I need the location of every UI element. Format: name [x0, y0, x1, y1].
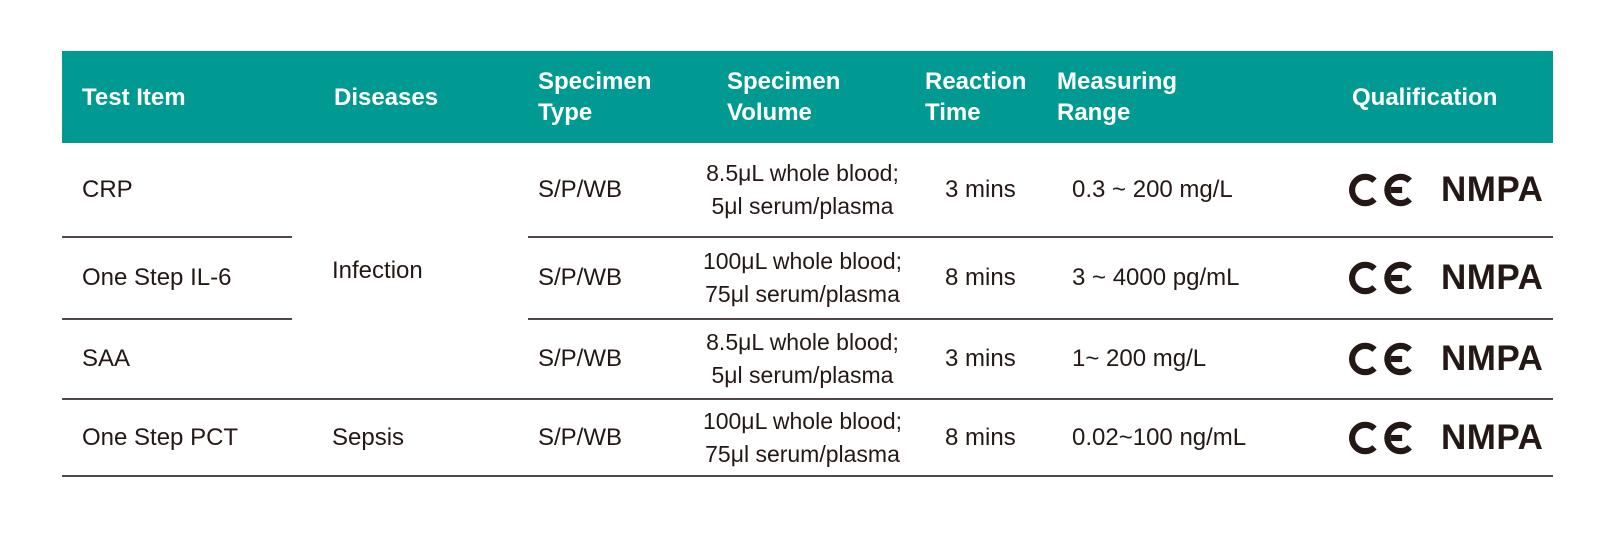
measuring-range-value: 1~ 200 mg/L [1072, 345, 1207, 372]
test-item-label: CRP [82, 175, 133, 203]
volume-line: 5μl serum/plasma [711, 192, 894, 219]
header-diseases: Diseases [292, 51, 528, 143]
specimen-type-value: S/P/WB [538, 423, 623, 451]
cell-test-item: SAA [62, 320, 292, 400]
volume-line: 5μl serum/plasma [711, 362, 894, 388]
header-label: Reaction [925, 68, 1027, 95]
cell-test-item: One Step IL-6 [62, 238, 292, 320]
disease-label: Sepsis [332, 423, 405, 451]
header-label: Volume [727, 99, 812, 126]
measuring-range-value: 0.02~100 ng/mL [1072, 423, 1247, 451]
cell-specimen-type: S/P/WB [528, 143, 680, 238]
cell-measuring-range: 0.3 ~ 200 mg/L [1047, 143, 1330, 238]
header-label: Range [1057, 99, 1131, 126]
test-item-label: One Step IL-6 [82, 264, 232, 291]
measuring-range-value: 3 ~ 4000 pg/mL [1072, 264, 1240, 291]
measuring-range-value: 0.3 ~ 200 mg/L [1072, 175, 1233, 203]
header-label: Test Item [82, 83, 186, 111]
cell-specimen-volume: 100μL whole blood; 75μl serum/plasma [680, 238, 915, 320]
header-reaction-time: Reaction Time [915, 51, 1047, 143]
volume-line: 8.5μL whole blood; [706, 159, 899, 186]
reaction-time-value: 3 mins [945, 345, 1016, 372]
ce-mark-icon [1349, 173, 1412, 206]
cell-measuring-range: 3 ~ 4000 pg/mL [1047, 238, 1330, 320]
header-label: Qualification [1352, 83, 1498, 111]
cell-qualification: NMPA [1330, 400, 1553, 477]
cell-reaction-time: 8 mins [915, 400, 1047, 477]
specimen-type-value: S/P/WB [538, 175, 623, 203]
test-item-label: One Step PCT [82, 423, 239, 451]
header-label: Type [538, 99, 593, 126]
cell-specimen-volume: 100μL whole blood; 75μl serum/plasma [680, 400, 915, 477]
cell-test-item: One Step PCT [62, 400, 292, 477]
header-label: Specimen [538, 68, 652, 95]
volume-line: 75μl serum/plasma [705, 281, 900, 307]
reaction-time-value: 3 mins [945, 175, 1016, 203]
ce-mark-icon [1349, 342, 1412, 376]
volume-line: 100μL whole blood; [702, 407, 903, 434]
cell-disease-sepsis: Sepsis [292, 400, 528, 477]
cell-specimen-volume: 8.5μL whole blood; 5μl serum/plasma [680, 320, 915, 400]
cell-reaction-time: 8 mins [915, 238, 1047, 320]
cell-qualification: NMPA [1330, 238, 1553, 320]
header-specimen-type: Specimen Type [528, 51, 680, 143]
table-header-row: Test Item Diseases Specimen Type Specime… [62, 51, 1553, 143]
nmpa-label: NMPA [1441, 169, 1544, 209]
cell-disease-infection: Infection [292, 143, 528, 400]
header-label: Specimen [727, 68, 841, 95]
reaction-time-value: 8 mins [945, 423, 1016, 451]
ce-mark-icon [1349, 261, 1412, 295]
cell-measuring-range: 1~ 200 mg/L [1047, 320, 1330, 400]
volume-line: 100μL whole blood; [702, 248, 903, 274]
cell-reaction-time: 3 mins [915, 143, 1047, 238]
disease-label: Infection [332, 256, 423, 284]
cell-measuring-range: 0.02~100 ng/mL [1047, 400, 1330, 477]
header-test-item: Test Item [62, 51, 292, 143]
reaction-time-value: 8 mins [945, 264, 1016, 291]
header-label: Time [925, 99, 981, 126]
specimen-type-value: S/P/WB [538, 345, 623, 372]
volume-line: 75μl serum/plasma [705, 440, 900, 467]
volume-line: 8.5μL whole blood; [706, 329, 899, 355]
header-label: Measuring [1057, 68, 1178, 95]
header-measuring-range: Measuring Range [1047, 51, 1330, 143]
cell-qualification: NMPA [1330, 143, 1553, 238]
nmpa-label: NMPA [1441, 417, 1544, 457]
cell-specimen-type: S/P/WB [528, 320, 680, 400]
test-item-label: SAA [82, 345, 131, 372]
cell-qualification: NMPA [1330, 320, 1553, 400]
cell-specimen-type: S/P/WB [528, 238, 680, 320]
cell-specimen-volume: 8.5μL whole blood; 5μl serum/plasma [680, 143, 915, 238]
specimen-type-value: S/P/WB [538, 264, 623, 291]
cell-reaction-time: 3 mins [915, 320, 1047, 400]
nmpa-label: NMPA [1441, 258, 1544, 297]
ce-mark-icon [1349, 421, 1412, 454]
header-label: Diseases [334, 83, 439, 111]
cell-test-item: CRP [62, 143, 292, 238]
nmpa-label: NMPA [1441, 339, 1544, 378]
table-body: Infection CRP S/P/WB 8.5μL whole blood; … [62, 143, 1553, 477]
header-qualification: Qualification [1330, 51, 1553, 143]
header-specimen-volume: Specimen Volume [680, 51, 915, 143]
test-item-spec-table: Test Item Diseases Specimen Type Specime… [62, 51, 1553, 477]
cell-specimen-type: S/P/WB [528, 400, 680, 477]
